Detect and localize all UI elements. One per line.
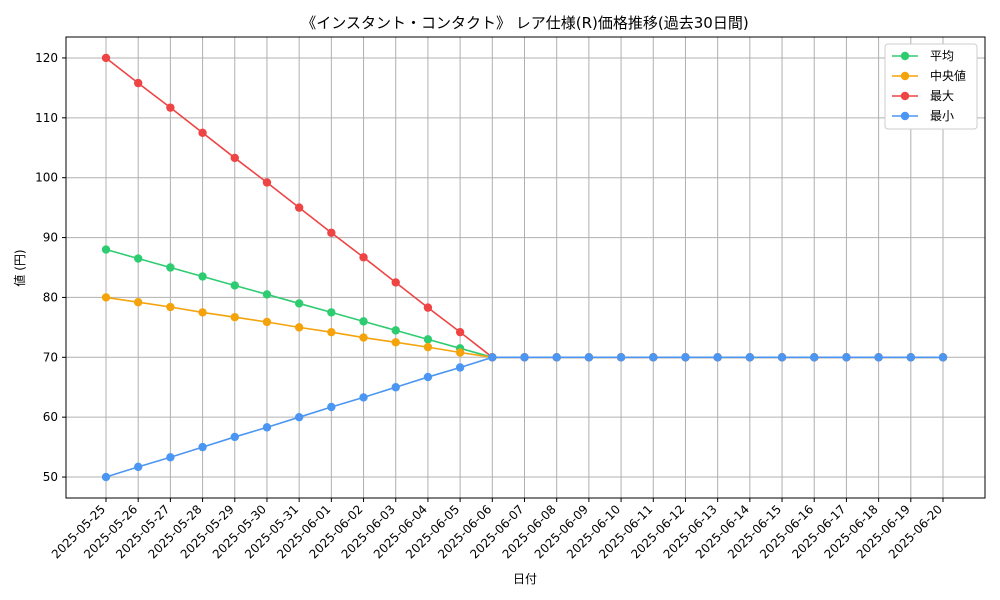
y-axis-label: 値 (円): [12, 249, 27, 286]
legend-swatch-marker: [900, 91, 910, 101]
data-point: [520, 353, 529, 362]
data-point: [101, 245, 111, 254]
data-point: [101, 472, 111, 482]
data-point: [101, 53, 111, 63]
series-layer: [101, 53, 948, 482]
data-point: [455, 348, 465, 357]
legend-item: 平均: [892, 49, 954, 63]
data-point: [359, 333, 368, 342]
data-point: [552, 353, 561, 362]
data-point: [359, 253, 368, 262]
data-point: [906, 353, 916, 362]
plot-area-frame: [65, 36, 986, 499]
data-point: [455, 327, 465, 337]
data-point: [327, 228, 336, 237]
data-point: [777, 353, 787, 362]
data-point: [230, 153, 239, 163]
data-point: [745, 353, 755, 362]
legend-swatch-marker: [900, 51, 910, 61]
data-point: [391, 383, 400, 392]
data-point: [649, 353, 658, 362]
data-point: [327, 308, 336, 317]
legend-label: 最小: [930, 109, 954, 123]
data-point: [423, 372, 433, 382]
data-point: [874, 353, 883, 362]
data-point: [713, 353, 722, 362]
y-tick-label: 90: [43, 231, 58, 245]
legend-box: [884, 43, 978, 130]
data-point: [488, 353, 497, 362]
x-axis-label: 日付: [513, 572, 537, 586]
y-axis: 50 60 70 80 90 100 110 120: [35, 51, 66, 484]
data-point: [166, 302, 175, 312]
data-point: [230, 312, 239, 322]
series-3: [101, 353, 948, 482]
data-point: [262, 317, 272, 327]
legend-item: 中央値: [892, 68, 966, 83]
data-point: [262, 423, 272, 432]
data-point: [842, 353, 851, 362]
data-point: [166, 263, 175, 272]
data-point: [391, 278, 400, 287]
chart-title: 《インスタント・コンタクト》 レア仕様(R)価格推移(過去30日間): [301, 14, 748, 32]
data-point: [198, 442, 207, 452]
y-tick-label: 70: [43, 350, 58, 364]
legend-item: 最大: [892, 89, 954, 103]
data-point: [230, 281, 239, 290]
data-point: [294, 412, 304, 422]
data-point: [810, 353, 819, 362]
grid: [66, 37, 985, 498]
data-point: [133, 462, 143, 472]
data-point: [423, 303, 433, 312]
data-point: [166, 453, 175, 462]
data-point: [133, 298, 143, 307]
legend-label: 最大: [930, 89, 954, 103]
data-point: [616, 353, 626, 362]
y-tick-label: 110: [35, 111, 58, 125]
y-tick-label: 100: [35, 171, 58, 185]
data-point: [681, 353, 690, 362]
data-point: [294, 323, 304, 332]
data-point: [359, 393, 368, 402]
data-point: [262, 290, 272, 299]
data-point: [262, 178, 272, 187]
data-point: [391, 326, 400, 335]
data-point: [101, 293, 111, 302]
data-point: [133, 254, 143, 263]
legend-label: 中央値: [930, 68, 966, 83]
data-point: [294, 299, 304, 308]
y-tick-label: 80: [43, 290, 58, 304]
y-tick-label: 120: [35, 51, 58, 65]
data-point: [455, 363, 465, 372]
data-point: [423, 342, 433, 352]
data-point: [166, 103, 175, 112]
legend-swatch-marker: [900, 111, 910, 121]
y-tick-label: 60: [43, 410, 58, 424]
data-point: [938, 353, 948, 362]
x-axis: 2025-05-252025-05-262025-05-272025-05-28…: [49, 498, 945, 561]
data-point: [327, 327, 336, 337]
data-point: [327, 402, 336, 412]
legend-swatch-marker: [900, 71, 910, 81]
data-point: [133, 78, 143, 88]
data-point: [359, 317, 368, 326]
data-point: [423, 335, 433, 344]
legend-item: 最小: [892, 109, 954, 123]
data-point: [198, 308, 207, 317]
y-tick-label: 50: [43, 470, 58, 484]
data-point: [584, 353, 594, 362]
legend-label: 平均: [930, 49, 954, 63]
data-point: [391, 338, 400, 347]
data-point: [198, 128, 207, 137]
data-point: [230, 432, 239, 442]
data-point: [294, 203, 304, 212]
data-point: [198, 272, 207, 281]
